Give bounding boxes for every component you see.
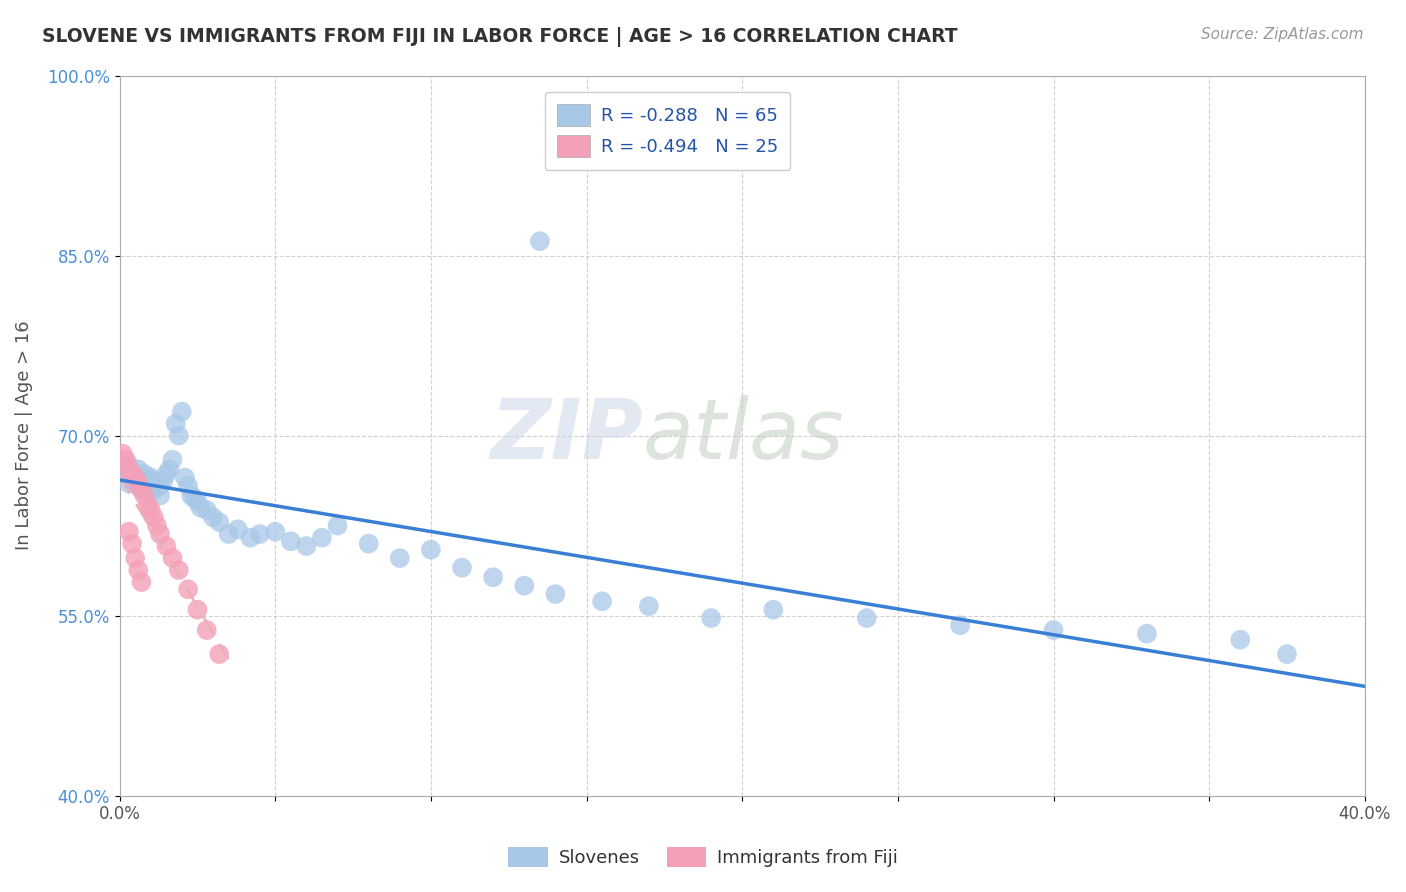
Point — [149, 527, 172, 541]
Point — [121, 467, 143, 481]
Point — [762, 603, 785, 617]
Point — [142, 475, 165, 489]
Point — [700, 611, 723, 625]
Point — [167, 428, 190, 442]
Point — [208, 515, 231, 529]
Point — [280, 534, 302, 549]
Point — [591, 594, 613, 608]
Point — [190, 500, 212, 515]
Point — [295, 539, 318, 553]
Point — [1042, 623, 1064, 637]
Point — [1136, 626, 1159, 640]
Point — [239, 531, 262, 545]
Point — [131, 575, 153, 590]
Point — [149, 479, 172, 493]
Point — [115, 467, 138, 481]
Point — [226, 522, 249, 536]
Point — [544, 587, 567, 601]
Point — [131, 483, 153, 497]
Point — [201, 510, 224, 524]
Point — [146, 476, 169, 491]
Point — [121, 465, 143, 479]
Point — [134, 475, 156, 489]
Point — [124, 470, 146, 484]
Point — [139, 503, 162, 517]
Point — [162, 551, 184, 566]
Point — [855, 611, 877, 625]
Point — [157, 462, 180, 476]
Point — [131, 483, 153, 497]
Point — [142, 510, 165, 524]
Point — [121, 537, 143, 551]
Point — [111, 462, 134, 476]
Y-axis label: In Labor Force | Age > 16: In Labor Force | Age > 16 — [15, 321, 32, 550]
Point — [111, 447, 134, 461]
Text: ZIP: ZIP — [489, 395, 643, 476]
Point — [949, 618, 972, 632]
Point — [121, 470, 143, 484]
Point — [155, 539, 177, 553]
Point — [1229, 632, 1251, 647]
Point — [183, 491, 205, 505]
Point — [139, 470, 162, 484]
Point — [124, 551, 146, 566]
Point — [388, 551, 411, 566]
Point — [186, 494, 208, 508]
Point — [118, 458, 141, 473]
Point — [177, 582, 200, 597]
Point — [124, 476, 146, 491]
Point — [357, 537, 380, 551]
Point — [174, 470, 197, 484]
Point — [127, 462, 149, 476]
Point — [136, 498, 159, 512]
Point — [146, 518, 169, 533]
Point — [118, 524, 141, 539]
Point — [127, 479, 149, 493]
Point — [118, 476, 141, 491]
Point — [131, 470, 153, 484]
Point — [152, 475, 174, 489]
Point — [311, 531, 333, 545]
Point — [170, 404, 193, 418]
Point — [165, 417, 187, 431]
Point — [155, 467, 177, 481]
Point — [139, 479, 162, 493]
Point — [127, 563, 149, 577]
Legend: R = -0.288   N = 65, R = -0.494   N = 25: R = -0.288 N = 65, R = -0.494 N = 25 — [544, 92, 790, 170]
Point — [482, 570, 505, 584]
Point — [419, 542, 441, 557]
Point — [167, 563, 190, 577]
Point — [134, 489, 156, 503]
Point — [180, 489, 202, 503]
Point — [142, 483, 165, 497]
Point — [208, 647, 231, 661]
Point — [637, 599, 659, 613]
Point — [195, 503, 218, 517]
Point — [124, 467, 146, 481]
Point — [1275, 647, 1298, 661]
Point — [149, 489, 172, 503]
Point — [136, 476, 159, 491]
Point — [513, 579, 536, 593]
Point — [264, 524, 287, 539]
Point — [529, 234, 551, 248]
Point — [177, 479, 200, 493]
Point — [115, 452, 138, 467]
Point — [162, 452, 184, 467]
Point — [195, 623, 218, 637]
Point — [326, 518, 349, 533]
Point — [249, 527, 271, 541]
Text: Source: ZipAtlas.com: Source: ZipAtlas.com — [1201, 27, 1364, 42]
Point — [118, 462, 141, 476]
Text: SLOVENE VS IMMIGRANTS FROM FIJI IN LABOR FORCE | AGE > 16 CORRELATION CHART: SLOVENE VS IMMIGRANTS FROM FIJI IN LABOR… — [42, 27, 957, 46]
Point — [218, 527, 240, 541]
Point — [186, 603, 208, 617]
Point — [127, 476, 149, 491]
Point — [451, 560, 474, 574]
Text: atlas: atlas — [643, 395, 844, 476]
Point — [134, 467, 156, 481]
Legend: Slovenes, Immigrants from Fiji: Slovenes, Immigrants from Fiji — [501, 839, 905, 874]
